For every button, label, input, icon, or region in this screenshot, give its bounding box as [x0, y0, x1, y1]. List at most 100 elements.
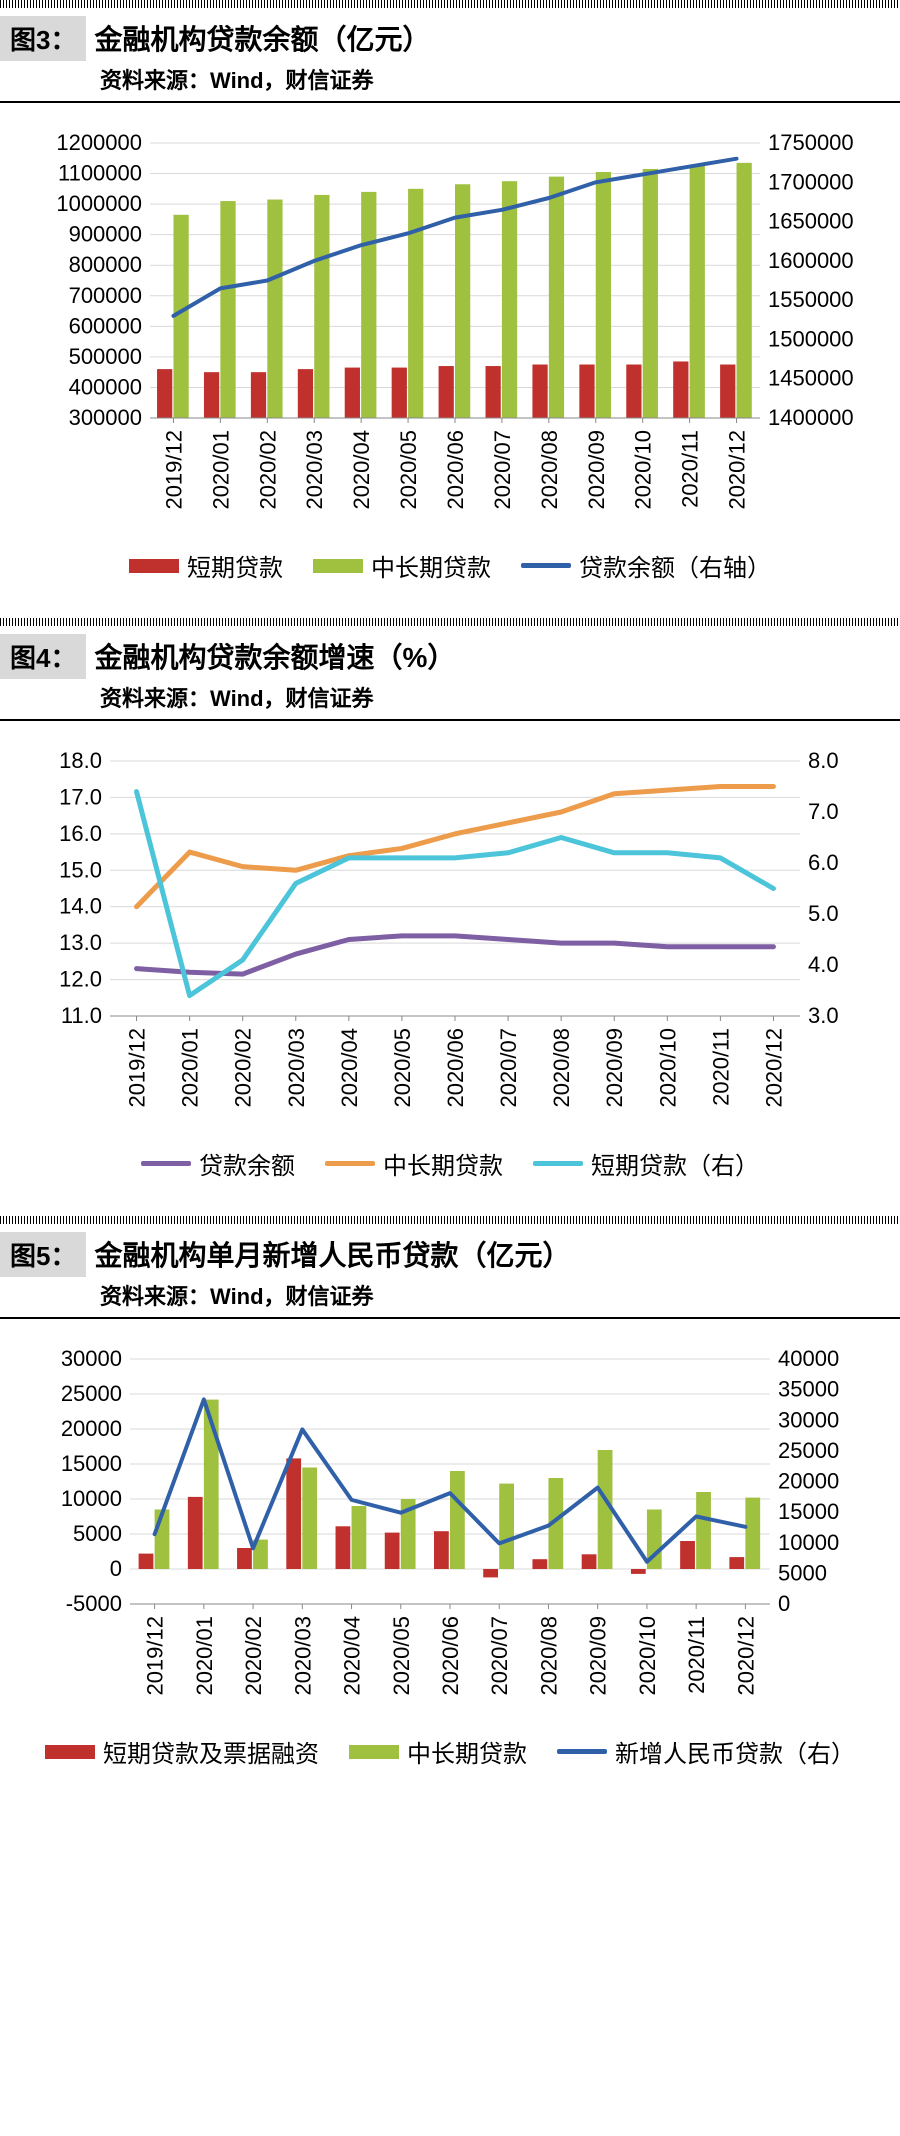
bar [696, 1492, 711, 1569]
figure-label: 图4： [0, 634, 86, 679]
bar [345, 368, 360, 418]
y-right-tick: 5.0 [808, 901, 839, 926]
legend-item: 贷款余额 [141, 1146, 295, 1181]
x-category: 2019/12 [161, 430, 186, 510]
x-category: 2020/09 [586, 1616, 611, 1696]
figure-label: 图3： [0, 16, 86, 61]
x-category: 2020/08 [537, 430, 562, 510]
y-right-tick: 35000 [778, 1377, 839, 1402]
bar [720, 365, 735, 418]
y-left-tick: 15.0 [59, 857, 102, 882]
x-category: 2020/04 [337, 1028, 362, 1108]
y-right-tick: 3.0 [808, 1003, 839, 1028]
chart-c3: 图3： 金融机构贷款余额（亿元） 资料来源：Wind，财信证券 30000040… [0, 0, 900, 598]
title-row: 图3： 金融机构贷款余额（亿元） [0, 8, 900, 63]
bar [483, 1569, 498, 1577]
bar [188, 1497, 203, 1569]
x-category: 2020/06 [443, 430, 468, 510]
y-left-tick: 0 [110, 1556, 122, 1581]
x-category: 2020/11 [678, 430, 703, 508]
plot-area: 3000004000005000006000007000008000009000… [35, 133, 865, 538]
x-category: 2020/06 [438, 1616, 463, 1696]
source-row: 资料来源：Wind，财信证券 [0, 681, 900, 719]
bar [680, 1541, 695, 1569]
legend-item: 短期贷款（右） [533, 1146, 759, 1181]
chart-svg: 11.012.013.014.015.016.017.018.03.04.05.… [35, 751, 865, 1131]
bar [582, 1554, 597, 1569]
x-category: 2020/02 [231, 1028, 256, 1108]
hatched-rule [0, 0, 900, 8]
x-category: 2020/07 [487, 1616, 512, 1696]
x-category: 2020/10 [655, 1028, 680, 1108]
x-category: 2020/02 [255, 430, 280, 510]
bar [139, 1554, 154, 1569]
x-category: 2020/04 [340, 1616, 365, 1696]
y-left-tick: 30000 [61, 1349, 122, 1371]
y-right-tick: 30000 [778, 1407, 839, 1432]
x-category: 2020/07 [490, 430, 515, 510]
bar [157, 369, 172, 418]
bar [385, 1533, 400, 1569]
legend-item: 中长期贷款 [313, 548, 491, 583]
x-category: 2020/09 [584, 430, 609, 510]
legend-label: 短期贷款（右） [591, 1146, 759, 1181]
bar [434, 1531, 449, 1569]
x-category: 2020/09 [602, 1028, 627, 1108]
y-right-tick: 1550000 [768, 287, 854, 312]
legend-item: 短期贷款 [129, 548, 283, 583]
y-left-tick: 17.0 [59, 784, 102, 809]
y-right-tick: 5000 [778, 1560, 827, 1585]
chart-c5: 图5： 金融机构单月新增人民币贷款（亿元） 资料来源：Wind，财信证券 -50… [0, 1216, 900, 1784]
legend-item: 短期贷款及票据融资 [45, 1734, 319, 1769]
y-left-tick: 11.0 [61, 1003, 102, 1028]
bar [314, 195, 329, 418]
chart-svg: -500005000100001500020000250003000005000… [35, 1349, 865, 1719]
thick-rule [0, 1317, 900, 1319]
chart-svg: 3000004000005000006000007000008000009000… [35, 133, 865, 533]
chart-title: 金融机构贷款余额增速（%） [94, 636, 455, 676]
x-category: 2020/03 [302, 430, 327, 510]
bar [439, 366, 454, 418]
bar [626, 365, 641, 418]
x-category: 2020/05 [396, 430, 421, 510]
line-series [137, 787, 774, 907]
bar [532, 365, 547, 418]
bar [745, 1498, 760, 1569]
chart-title: 金融机构贷款余额（亿元） [94, 18, 430, 58]
x-category: 2020/03 [290, 1616, 315, 1696]
y-left-tick: 1000000 [56, 191, 142, 216]
x-category: 2020/08 [549, 1028, 574, 1108]
y-left-tick: 700000 [69, 283, 142, 308]
y-left-tick: 16.0 [59, 821, 102, 846]
y-right-tick: 25000 [778, 1438, 839, 1463]
legend: 贷款余额中长期贷款短期贷款（右） [0, 1136, 900, 1196]
bar [286, 1458, 301, 1569]
x-category: 2020/08 [536, 1616, 561, 1696]
legend-label: 短期贷款及票据融资 [103, 1734, 319, 1769]
thick-rule [0, 101, 900, 103]
x-category: 2020/12 [725, 430, 750, 510]
bar [737, 163, 752, 418]
x-category: 2019/12 [143, 1616, 168, 1696]
legend-item: 贷款余额（右轴） [521, 548, 771, 583]
y-right-tick: 15000 [778, 1499, 839, 1524]
bar [502, 181, 517, 418]
y-right-tick: 40000 [778, 1349, 839, 1371]
x-category: 2020/06 [443, 1028, 468, 1108]
y-left-tick: 900000 [69, 222, 142, 247]
bar [532, 1559, 547, 1569]
bar [392, 368, 407, 418]
legend-item: 新增人民币贷款（右） [557, 1734, 855, 1769]
y-left-tick: 14.0 [59, 894, 102, 919]
bar [267, 200, 282, 418]
chart-c4: 图4： 金融机构贷款余额增速（%） 资料来源：Wind，财信证券 11.012.… [0, 618, 900, 1196]
bar [643, 169, 658, 418]
source-row: 资料来源：Wind，财信证券 [0, 1279, 900, 1317]
y-left-tick: 300000 [69, 405, 142, 430]
bar [596, 172, 611, 418]
y-right-tick: 6.0 [808, 850, 839, 875]
bar [631, 1569, 646, 1574]
x-category: 2020/10 [631, 430, 656, 510]
y-left-tick: 400000 [69, 374, 142, 399]
bar [729, 1557, 744, 1569]
